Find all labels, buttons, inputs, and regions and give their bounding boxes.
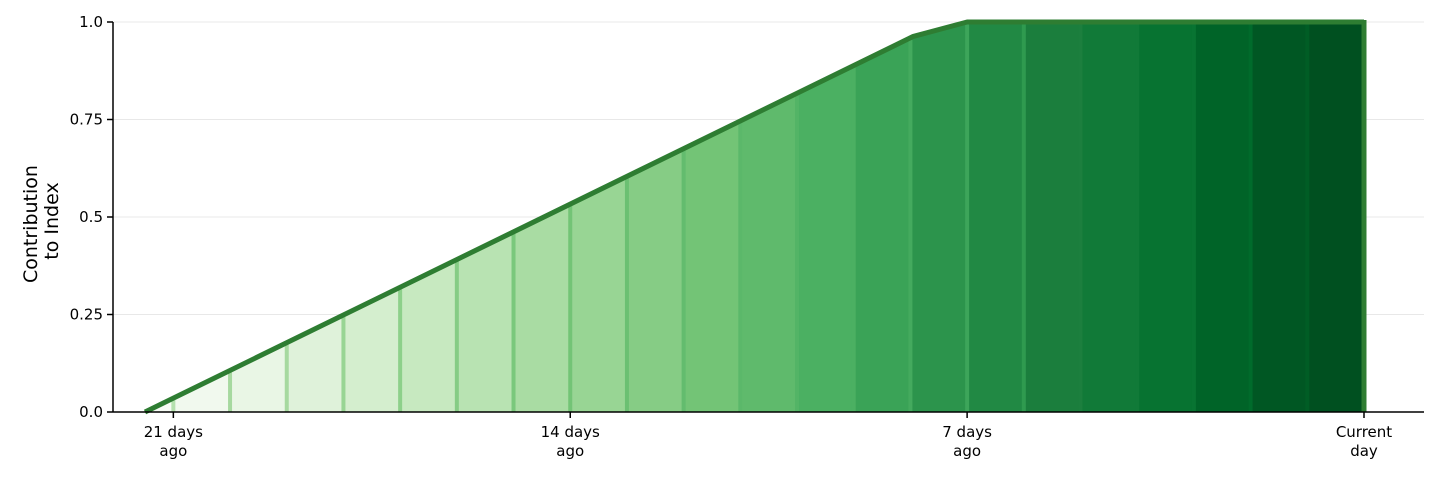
y-tick-label-1: 0.25 <box>70 306 103 324</box>
day-band-4 <box>343 287 401 412</box>
day-band-14 <box>910 22 968 412</box>
x-tick-label-1: 14 days ago <box>541 423 600 460</box>
day-band-13 <box>853 37 911 412</box>
x-tick-label-2-line-1: ago <box>953 442 981 460</box>
curve-line <box>143 19 1364 415</box>
day-band-15 <box>967 22 1024 412</box>
day-band-9 <box>626 148 684 412</box>
y-tick-label-3: 0.75 <box>70 111 103 129</box>
day-band-20 <box>1250 22 1308 412</box>
x-tick-label-0: 21 days ago <box>144 423 203 460</box>
day-band-6 <box>456 231 514 412</box>
day-band-5 <box>400 259 457 412</box>
day-band-8 <box>570 176 627 412</box>
day-band-21 <box>1307 22 1364 412</box>
day-band-19 <box>1193 22 1251 412</box>
day-band-7 <box>513 204 571 412</box>
y-tick-label-4: 1.0 <box>79 13 103 31</box>
day-band-16 <box>1023 22 1081 412</box>
x-tick-label-2-line-0: 7 days <box>942 423 992 441</box>
x-tick-label-2: 7 days ago <box>942 423 992 460</box>
day-band-1 <box>173 370 231 412</box>
day-bands <box>145 22 1364 412</box>
day-band-3 <box>286 314 344 412</box>
x-tick-label-3-line-0: Current <box>1336 423 1392 441</box>
day-band-11 <box>740 93 798 412</box>
day-band-17 <box>1080 22 1138 412</box>
y-tick-label-2: 0.5 <box>79 208 103 226</box>
day-band-12 <box>797 65 854 412</box>
day-band-10 <box>683 120 741 412</box>
contribution-curve <box>143 19 1367 415</box>
x-tick-label-3-line-1: day <box>1350 442 1378 460</box>
day-band-18 <box>1137 22 1194 412</box>
x-tick-label-1-line-1: ago <box>556 442 584 460</box>
y-tick-label-0: 0.0 <box>79 403 103 421</box>
x-tick-label-0-line-0: 21 days <box>144 423 203 441</box>
day-band-2 <box>230 342 287 412</box>
y-axis-label-line-2: to Index <box>41 182 63 259</box>
y-axis-label-line-1: Contribution <box>20 165 42 283</box>
y-ticks: 0.0 0.25 0.5 0.75 1.0 <box>70 13 113 421</box>
x-tick-label-1-line-0: 14 days <box>541 423 600 441</box>
x-tick-label-3: Current day <box>1336 423 1392 460</box>
y-axis-label: Contribution to Index <box>20 159 63 283</box>
x-tick-label-0-line-1: ago <box>159 442 187 460</box>
